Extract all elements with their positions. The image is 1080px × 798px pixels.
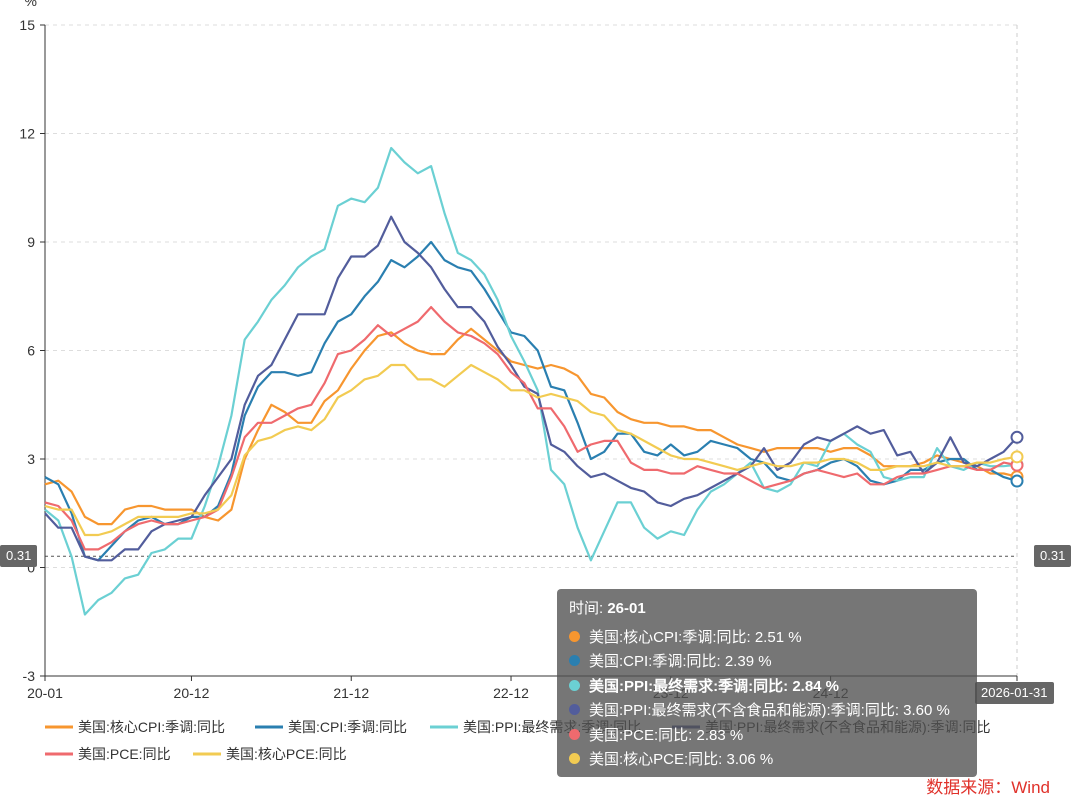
crosshair-y-label-left: 0.31	[0, 545, 38, 567]
tooltip-row-text: 美国:核心CPI:季调:同比: 2.51 %	[589, 628, 802, 646]
tooltip-row: 美国:核心PCE:同比: 3.06 %	[569, 747, 965, 772]
tooltip-row-text: 美国:PPI:最终需求(不含食品和能源):季调:同比: 3.60 %	[589, 702, 950, 720]
tooltip-color-dot	[569, 655, 580, 667]
tooltip-row-text: 美国:核心PCE:同比: 3.06 %	[589, 751, 774, 769]
tooltip-row: 美国:PPI:最终需求(不含食品和能源):季调:同比: 3.60 %	[569, 698, 965, 723]
series-endpoint-1[interactable]	[1010, 474, 1024, 488]
tooltip-color-dot	[569, 753, 580, 765]
legend-item-1[interactable]: 美国:CPI:季调:同比	[255, 719, 407, 735]
tooltip-time-value: 26-01	[607, 600, 646, 617]
series-line-5[interactable]	[44, 363, 1018, 537]
tooltip-color-dot	[569, 630, 580, 642]
series-line-4[interactable]	[44, 306, 1018, 551]
crosshair-x-label: 2026-01-31	[975, 682, 1054, 704]
x-tick-label: 22-12	[493, 685, 529, 701]
legend-item-0[interactable]: 美国:核心CPI:季调:同比	[45, 719, 225, 735]
tooltip-row: 美国:PCE:同比: 2.83 %	[569, 722, 965, 747]
y-unit-label: %	[25, 0, 37, 9]
y-tick-label: 3	[27, 451, 35, 467]
legend-label: 美国:核心CPI:季调:同比	[78, 719, 225, 735]
y-tick-label: -3	[23, 668, 36, 684]
y-tick-label: 15	[19, 17, 35, 33]
x-tick-label: 20-01	[27, 685, 63, 701]
x-tick-label: 20-12	[174, 685, 210, 701]
data-source: 数据来源：Wind	[926, 778, 1050, 797]
legend-label: 美国:CPI:季调:同比	[288, 719, 407, 735]
legend-item-4[interactable]: 美国:PCE:同比	[45, 746, 171, 762]
y-tick-label: 12	[19, 126, 35, 142]
tooltip-row: 美国:核心CPI:季调:同比: 2.51 %	[569, 624, 965, 649]
crosshair-y-label-right: 0.31	[1034, 545, 1072, 567]
legend-label: 美国:核心PCE:同比	[226, 746, 347, 762]
tooltip-time-label: 时间:	[569, 600, 604, 617]
y-tick-label: 6	[27, 343, 35, 359]
y-tick-label: 0	[27, 560, 35, 576]
y-tick-label: 9	[27, 234, 35, 250]
tooltip-color-dot	[569, 679, 580, 691]
tooltip-row: 美国:PPI:最终需求:季调:同比: 2.84 %	[569, 673, 965, 698]
series-line-0[interactable]	[44, 327, 1018, 526]
grid-lines	[45, 24, 1018, 677]
series-endpoint-5[interactable]	[1010, 450, 1024, 464]
tooltip-color-dot	[569, 728, 580, 740]
tooltip-row-text: 美国:PPI:最终需求:季调:同比: 2.84 %	[589, 677, 840, 695]
series-endpoint-3[interactable]	[1010, 430, 1024, 444]
series-line-2[interactable]	[44, 146, 1018, 616]
tooltip-row: 美国:CPI:季调:同比: 2.39 %	[569, 649, 965, 674]
tooltip-row-text: 美国:PCE:同比: 2.83 %	[589, 726, 744, 744]
tooltip: 时间: 26-01 美国:核心CPI:季调:同比: 2.51 % 美国:CPI:季…	[557, 589, 977, 777]
legend-label: 美国:PCE:同比	[78, 746, 171, 762]
series-line-3[interactable]	[44, 215, 1018, 562]
x-tick-label: 21-12	[333, 685, 369, 701]
tooltip-title: 时间: 26-01	[569, 597, 965, 618]
tooltip-row-text: 美国:CPI:季调:同比: 2.39 %	[589, 653, 772, 671]
tooltip-rows: 美国:核心CPI:季调:同比: 2.51 % 美国:CPI:季调:同比: 2.39…	[569, 624, 965, 771]
tooltip-color-dot	[569, 704, 580, 716]
series-lines[interactable]	[44, 146, 1024, 616]
legend-item-5[interactable]: 美国:核心PCE:同比	[193, 746, 347, 762]
